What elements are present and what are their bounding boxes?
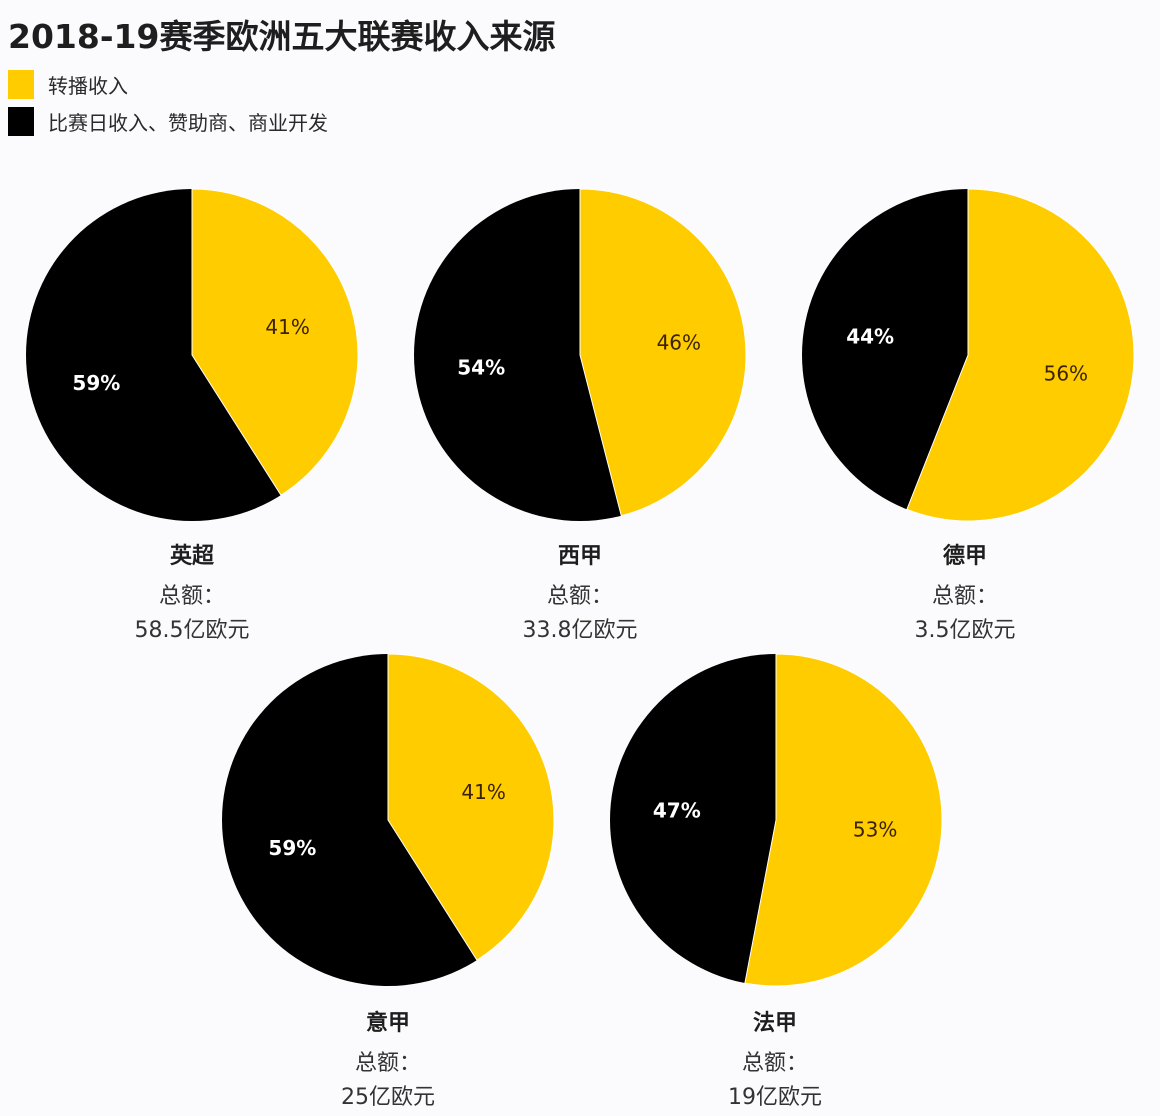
total-label: 总额： [741, 1051, 808, 1076]
pie-chart: 53% 47% [610, 653, 943, 987]
league-name: 西甲 [557, 544, 602, 569]
league-name: 英超 [169, 544, 214, 569]
chart-title: 2018-19赛季欧洲五大联赛收入来源 [8, 17, 556, 56]
legend-label: 转播收入 [48, 74, 128, 98]
pie-slice-broadcast [387, 653, 555, 961]
total-label: 总额： [354, 1051, 421, 1076]
pie-chart: 41% 59% [26, 188, 359, 521]
legend-swatch-black [8, 107, 34, 136]
pie-label-other: 44% [846, 324, 894, 348]
total-value: 19亿欧元 [728, 1085, 822, 1110]
pie-chart: 41% 59% [222, 653, 555, 986]
league-name: 法甲 [752, 1011, 797, 1036]
pie-label-broadcast: 46% [657, 331, 701, 355]
legend-label: 比赛日收入、赞助商、商业开发 [48, 111, 328, 135]
pie-chart: 46% 54% [414, 188, 747, 521]
pie-slice-broadcast [579, 188, 747, 517]
pie-label-broadcast: 56% [1044, 362, 1088, 386]
pie-label-broadcast: 53% [853, 817, 897, 841]
total-value: 33.8亿欧元 [522, 618, 638, 643]
pie-label-other: 59% [268, 836, 316, 860]
total-label: 总额： [546, 584, 613, 609]
league-name: 意甲 [365, 1011, 410, 1036]
pie-label-other: 59% [72, 371, 120, 395]
legend-item-other: 比赛日收入、赞助商、商业开发 [8, 107, 328, 136]
pie-slice-broadcast [191, 188, 359, 496]
total-label: 总额： [931, 584, 998, 609]
pie-slice-broadcast [906, 188, 1135, 522]
pie-label-broadcast: 41% [461, 780, 505, 804]
legend-swatch-yellow [8, 70, 34, 99]
total-value: 58.5亿欧元 [134, 618, 250, 643]
league-name: 德甲 [942, 544, 987, 569]
total-value: 25亿欧元 [341, 1085, 435, 1110]
pie-label-other: 47% [653, 799, 701, 823]
pie-chart: 56% 44% [802, 188, 1135, 522]
pie-label-other: 54% [457, 355, 505, 379]
total-value: 3.5亿欧元 [914, 618, 1016, 643]
legend-item-broadcast: 转播收入 [8, 70, 128, 99]
total-label: 总额： [158, 584, 225, 609]
pie-slice-broadcast [744, 653, 943, 987]
pie-label-broadcast: 41% [265, 315, 309, 339]
